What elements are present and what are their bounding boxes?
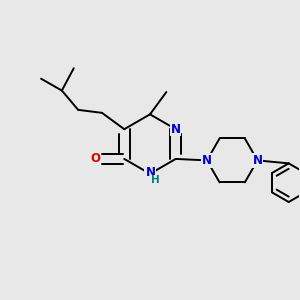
- Text: N: N: [145, 167, 155, 180]
- Text: N: N: [202, 154, 212, 167]
- Text: N: N: [171, 123, 181, 136]
- Text: N: N: [253, 154, 262, 167]
- Text: H: H: [151, 175, 160, 185]
- Text: O: O: [90, 152, 100, 165]
- Text: N: N: [146, 166, 156, 179]
